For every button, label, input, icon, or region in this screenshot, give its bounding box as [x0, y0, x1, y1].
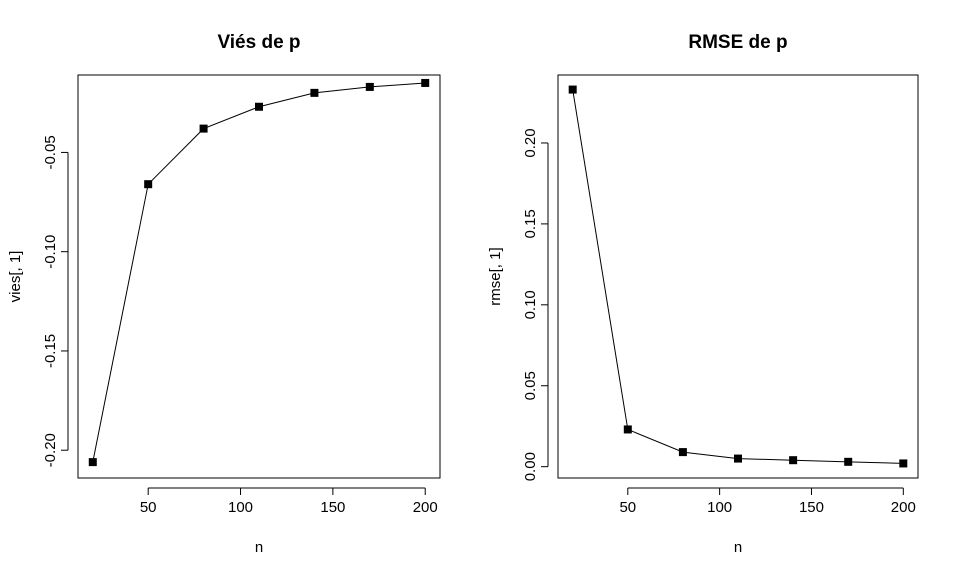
bias-x-tick-label: 200 — [413, 499, 438, 516]
rmse-y-tick-label: 0.00 — [522, 452, 539, 481]
bias-y-tick-label: -0.10 — [42, 235, 59, 269]
rmse-data-point — [789, 456, 798, 465]
rmse-series-line — [572, 89, 904, 464]
bias-plot-frame — [77, 74, 441, 479]
rmse-plot-panel: RMSE de p 50 100 150 200 0.00 0.05 0.10 0.15 0.20… — [487, 32, 919, 556]
bias-x-tick-label: 50 — [140, 499, 157, 516]
rmse-data-point — [734, 454, 742, 463]
rmse-data-point — [623, 425, 632, 434]
bias-chart-title: Viés de p — [217, 32, 300, 53]
bias-y-tick-label: -0.15 — [42, 334, 59, 368]
bias-y-axis-label: vies[, 1] — [7, 251, 24, 303]
bias-x-tick-label: 100 — [228, 499, 253, 516]
bias-data-point — [199, 124, 208, 133]
rmse-y-tick-label: 0.15 — [522, 209, 539, 238]
rmse-y-tick-label: 0.10 — [522, 290, 539, 319]
bias-y-tick-label: -0.20 — [42, 433, 59, 467]
rmse-x-tick-label: 50 — [619, 499, 636, 516]
rmse-plot-frame — [557, 74, 919, 479]
rmse-x-tick-label: 200 — [891, 499, 916, 516]
bias-data-point — [310, 88, 319, 97]
bias-data-point — [144, 180, 153, 189]
bias-x-axis-label: n — [255, 539, 263, 556]
rmse-data-point — [678, 448, 687, 457]
rmse-data-point — [568, 85, 577, 94]
bias-plot-panel: Viés de p 50 100 150 200 -0.20 -0.15 -0.10 -0.05… — [7, 32, 441, 556]
rmse-y-tick-label: 0.05 — [522, 371, 539, 400]
rmse-chart-title: RMSE de p — [688, 32, 787, 53]
rmse-data-point — [844, 457, 853, 466]
bias-series-line — [92, 82, 426, 463]
bias-data-point — [255, 102, 263, 111]
bias-x-tick-label: 150 — [320, 499, 345, 516]
bias-data-point — [88, 458, 97, 467]
rmse-x-axis-label: n — [734, 539, 742, 556]
bias-data-point — [365, 82, 374, 91]
bias-data-point — [421, 78, 430, 87]
rmse-x-tick-label: 100 — [707, 499, 732, 516]
rmse-data-point — [899, 459, 908, 468]
rmse-x-tick-label: 150 — [799, 499, 824, 516]
rmse-y-axis-label: rmse[, 1] — [487, 247, 504, 305]
rmse-y-tick-label: 0.20 — [522, 128, 539, 157]
bias-y-tick-label: -0.05 — [42, 135, 59, 169]
